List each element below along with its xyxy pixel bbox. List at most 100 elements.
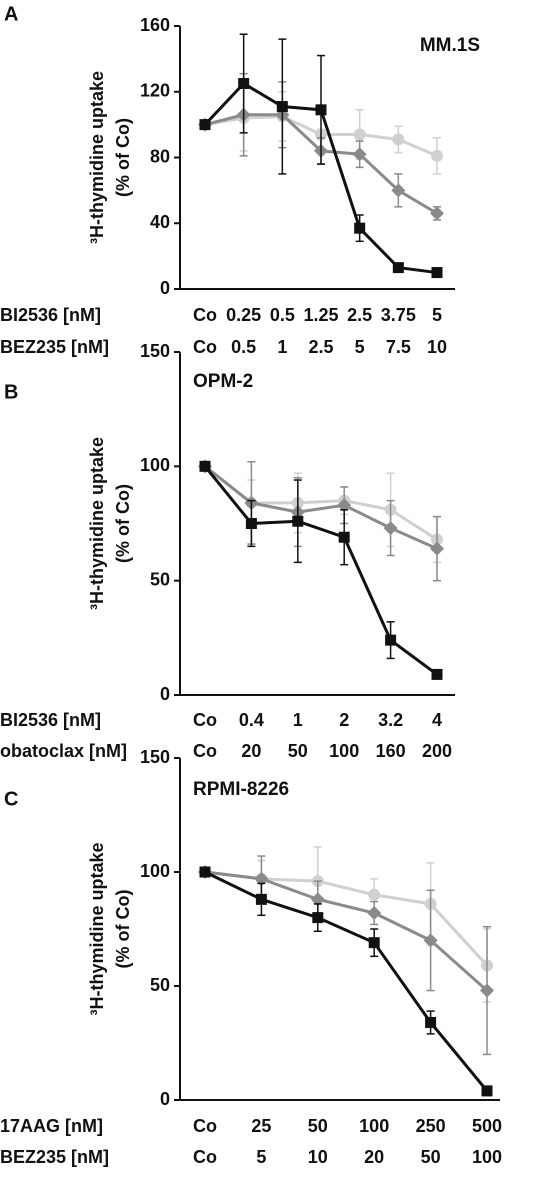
- x-tick-label: 20: [241, 741, 261, 761]
- marker: [315, 104, 327, 116]
- y-axis-label: ³H-thymidine uptake: [87, 842, 107, 1015]
- x-tick-label: 100: [329, 741, 359, 761]
- series-line: [204, 465, 438, 551]
- marker: [199, 460, 211, 472]
- marker: [430, 206, 444, 221]
- y-axis-label: (% of Co): [113, 118, 133, 197]
- marker: [292, 515, 304, 527]
- marker: [392, 133, 405, 146]
- x-tick-label: 10: [427, 337, 447, 357]
- y-tick-label: 150: [140, 341, 170, 361]
- marker: [368, 888, 381, 901]
- x-tick-label: Co: [193, 305, 217, 325]
- x-tick-label: 20: [364, 1147, 384, 1167]
- y-tick-label: 80: [150, 146, 170, 166]
- marker: [431, 149, 443, 162]
- row-label: obatoclax [nM]: [0, 741, 127, 761]
- y-tick-label: 50: [150, 569, 170, 589]
- marker: [310, 892, 325, 907]
- series: [199, 460, 443, 564]
- y-tick-label: 40: [150, 212, 170, 232]
- series: [198, 855, 494, 1056]
- x-tick-label: 1.25: [303, 305, 338, 325]
- marker: [430, 541, 444, 556]
- marker: [423, 933, 438, 948]
- x-tick-label: 1: [277, 337, 287, 357]
- x-tick-label: 100: [472, 1147, 502, 1167]
- y-axis-label: ³H-thymidine uptake: [87, 71, 107, 244]
- marker: [392, 262, 404, 274]
- marker: [354, 222, 366, 234]
- y-tick-label: 160: [140, 15, 170, 35]
- x-tick-label: 50: [288, 741, 308, 761]
- marker: [385, 634, 397, 646]
- x-tick-label: 50: [421, 1147, 441, 1167]
- marker: [431, 267, 443, 279]
- marker: [312, 912, 324, 924]
- marker: [276, 101, 288, 113]
- x-tick-label: 50: [308, 1116, 328, 1136]
- marker: [245, 518, 257, 529]
- series: [199, 846, 493, 1003]
- marker: [353, 128, 366, 141]
- marker: [238, 78, 250, 90]
- y-tick-label: 0: [160, 1089, 170, 1109]
- marker: [199, 119, 211, 131]
- x-tick-label: Co: [193, 1147, 217, 1167]
- x-tick-label: 1: [293, 710, 303, 730]
- panel-letter: B: [4, 381, 18, 403]
- marker: [254, 871, 269, 886]
- x-tick-label: 7.5: [386, 337, 411, 357]
- marker: [367, 906, 382, 921]
- x-tick-label: 200: [422, 741, 452, 761]
- x-tick-label: Co: [193, 741, 217, 761]
- x-tick-label: 5: [256, 1147, 266, 1167]
- series-line: [204, 870, 488, 992]
- x-tick-label: 10: [308, 1147, 328, 1167]
- row-label: 17AAG [nM]: [0, 1116, 103, 1136]
- annotation: OPM-2: [193, 371, 253, 392]
- row-label: BI2536 [nM]: [0, 710, 101, 730]
- x-tick-label: 160: [376, 741, 406, 761]
- marker: [425, 1016, 437, 1028]
- x-tick-label: Co: [193, 1116, 217, 1136]
- x-tick-label: 25: [251, 1116, 271, 1136]
- y-tick-label: 50: [150, 975, 170, 995]
- x-tick-label: 2.5: [347, 305, 372, 325]
- marker: [337, 498, 352, 513]
- marker: [391, 183, 406, 198]
- marker: [481, 1085, 493, 1097]
- x-tick-label: 4: [432, 710, 442, 730]
- y-tick-label: 0: [160, 684, 170, 704]
- marker: [199, 866, 211, 878]
- row-label: BEZ235 [nM]: [0, 337, 109, 357]
- series-line: [204, 870, 489, 1092]
- x-tick-label: Co: [193, 337, 217, 357]
- panel-letter: C: [4, 788, 18, 810]
- y-tick-label: 100: [140, 861, 170, 881]
- y-axis-label: ³H-thymidine uptake: [87, 437, 107, 610]
- marker: [383, 521, 398, 536]
- x-tick-label: 0.4: [239, 710, 264, 730]
- x-tick-label: 5: [355, 337, 365, 357]
- x-tick-label: 0.5: [231, 337, 256, 357]
- x-tick-label: 3.75: [381, 305, 416, 325]
- y-axis-label: (% of Co): [113, 890, 133, 969]
- marker: [480, 983, 494, 998]
- marker: [338, 531, 350, 543]
- y-tick-label: 0: [160, 278, 170, 298]
- series: [199, 33, 443, 279]
- y-tick-label: 150: [140, 747, 170, 767]
- series: [199, 460, 443, 680]
- row-label: BEZ235 [nM]: [0, 1147, 109, 1167]
- series: [199, 866, 493, 1097]
- x-tick-label: Co: [193, 710, 217, 730]
- x-tick-label: 0.25: [226, 305, 261, 325]
- annotation: RPMI-8226: [193, 779, 289, 800]
- x-tick-label: 3.2: [378, 710, 403, 730]
- marker: [368, 937, 380, 949]
- x-tick-label: 0.5: [270, 305, 295, 325]
- row-label: BI2536 [nM]: [0, 305, 101, 325]
- x-tick-label: 100: [359, 1116, 389, 1136]
